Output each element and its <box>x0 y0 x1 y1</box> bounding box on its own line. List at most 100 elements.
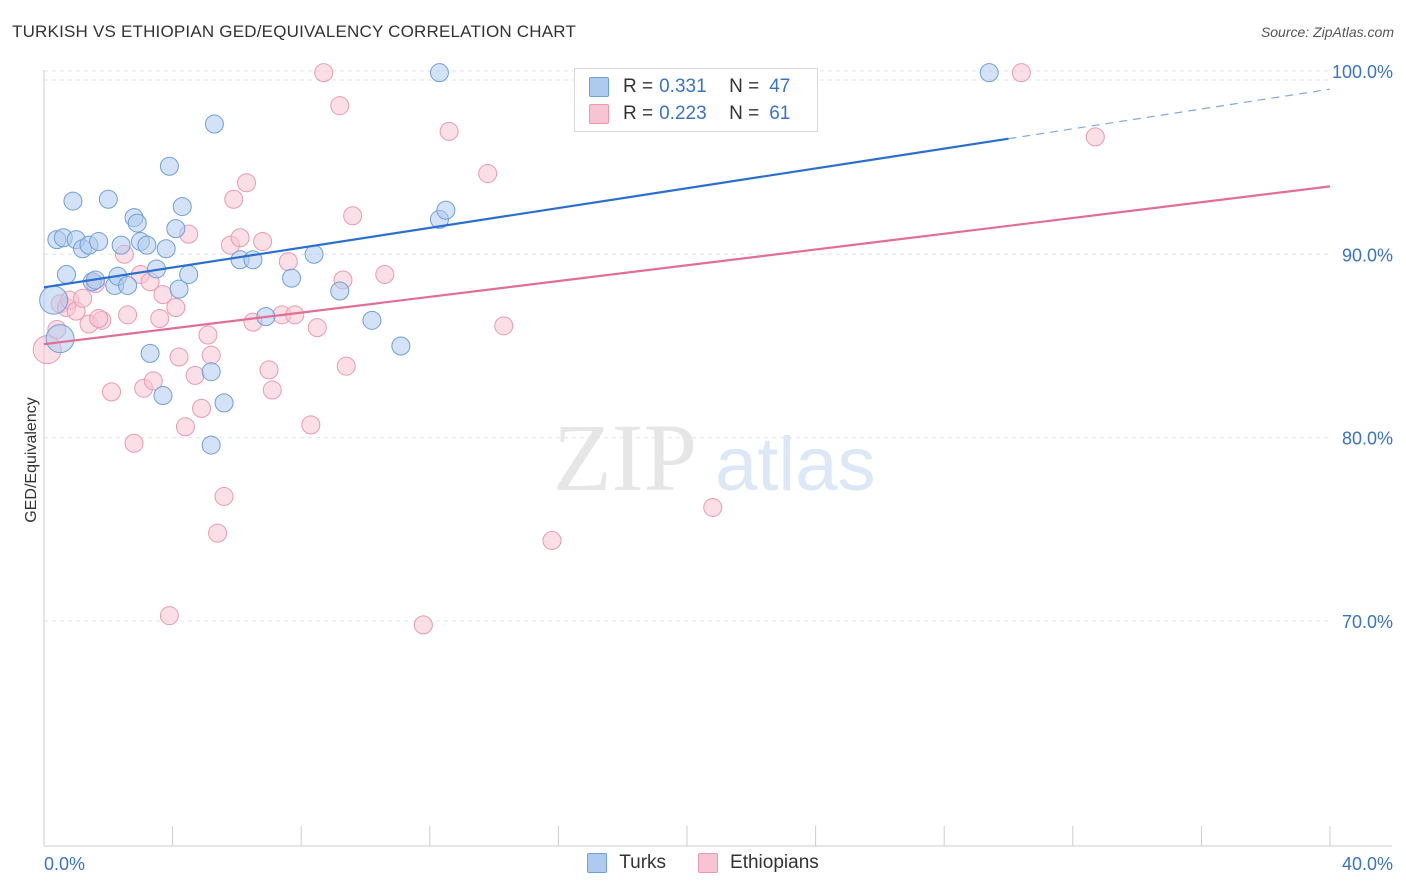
ethiopians-point <box>301 415 321 435</box>
points-layer <box>32 63 1105 635</box>
ethiopians-point <box>478 164 498 184</box>
turks-point <box>979 63 999 83</box>
ethiopians-point <box>159 606 179 626</box>
trend-layer <box>43 88 1331 346</box>
ethiopians-point <box>1011 63 1031 83</box>
legend-r-label: R = <box>623 103 654 124</box>
turks-point <box>118 275 138 295</box>
y-tick-label: 100.0% <box>1332 62 1393 82</box>
ethiopians-trend-line <box>43 185 1331 346</box>
turks-point <box>98 189 118 209</box>
ethiopians-point <box>169 347 189 367</box>
x-tick-label: 40.0% <box>1342 854 1393 874</box>
turks-point <box>304 244 324 264</box>
turks-point <box>282 268 302 288</box>
ethiopians-point <box>237 173 257 193</box>
turks-point <box>45 324 75 354</box>
turks-point <box>89 231 109 251</box>
turks-point <box>214 393 234 413</box>
turks-point <box>201 362 221 382</box>
series-legend-turks[interactable]: Turks <box>587 852 666 874</box>
ethiopians-point <box>150 308 170 328</box>
ethiopians-point <box>175 417 195 437</box>
turks-point <box>429 63 449 83</box>
turks-point <box>57 264 77 284</box>
ethiopians-point <box>1085 127 1105 147</box>
ethiopians-point <box>118 305 138 325</box>
ethiopians-point <box>259 360 279 380</box>
turks-point <box>436 200 456 220</box>
ethiopians-point <box>262 380 282 400</box>
ethiopians-point <box>703 497 723 517</box>
series-legend-ethiopians[interactable]: Ethiopians <box>698 852 819 874</box>
ethiopians-point <box>89 308 109 328</box>
ethiopians-point <box>314 63 334 83</box>
ethiopians-point <box>336 356 356 376</box>
turks-point <box>391 336 411 356</box>
turks-point <box>140 343 160 363</box>
ethiopians-point <box>208 523 228 543</box>
ethiopians-point <box>494 316 514 336</box>
x-tick-label: 0.0% <box>44 854 85 874</box>
chart-title: TURKISH VS ETHIOPIAN GED/EQUIVALENCY COR… <box>12 22 577 41</box>
ethiopians-point <box>73 288 93 308</box>
ethiopians-point <box>166 297 186 317</box>
turks-point <box>153 386 173 406</box>
ethiopians-point <box>192 398 212 418</box>
legend-n-value: 47 <box>769 76 791 97</box>
ethiopians-point <box>230 228 250 248</box>
legend-r-value: 0.331 <box>659 76 707 97</box>
ethiopians-point <box>343 206 363 226</box>
ethiopians-point <box>198 325 218 345</box>
y-axis-label: GED/Equivalency <box>23 397 40 522</box>
ethiopians-point <box>439 121 459 141</box>
turks-point <box>179 264 199 284</box>
series-swatch-turks <box>587 853 608 873</box>
legend-n-label: N = <box>729 103 760 124</box>
ethiopians-point <box>124 433 144 453</box>
ethiopians-point <box>307 318 327 338</box>
legend-r-value: 0.223 <box>659 103 707 124</box>
turks-point <box>330 281 350 301</box>
legend-n-label: N = <box>729 76 760 97</box>
turks-trend-line <box>43 137 1009 289</box>
series-swatch-ethiopians <box>698 853 719 873</box>
turks-point <box>137 235 157 255</box>
ethiopians-point <box>253 231 273 251</box>
ethiopians-point <box>102 382 122 402</box>
grid-layer <box>44 70 1330 622</box>
turks-point <box>204 114 224 134</box>
legend-row-ethiopians: R = 0.223 N = 61 <box>589 103 790 125</box>
ethiopians-point <box>542 530 562 550</box>
chart-source: Source: ZipAtlas.com <box>1260 24 1394 40</box>
turks-point <box>172 197 192 217</box>
ethiopians-point <box>413 615 433 635</box>
stats-legend: R = 0.331 N = 47 R = 0.223 N = 61 <box>574 68 818 132</box>
turks-point <box>169 279 189 299</box>
ethiopians-point <box>375 264 395 284</box>
labels-layer: 70.0% 80.0% 90.0% 100.0% 0.0% 40.0% GED/Equiva… <box>23 62 1393 874</box>
legend-r-label: R = <box>623 76 654 97</box>
turks-point <box>362 310 382 330</box>
turks-point <box>111 235 131 255</box>
legend-n-value: 61 <box>769 103 791 124</box>
turks-point <box>156 239 176 259</box>
legend-swatch-turks <box>589 77 609 97</box>
turks-point <box>63 191 83 211</box>
series-label-ethiopians: Ethiopians <box>730 852 819 873</box>
turks-point <box>159 156 179 176</box>
ethiopians-point <box>185 365 205 385</box>
ethiopians-point <box>330 96 350 116</box>
watermark-atlas: atlas <box>715 422 876 507</box>
ethiopians-point <box>143 371 163 391</box>
ethiopians-point <box>224 189 244 209</box>
watermark: ZIP atlas <box>553 404 876 511</box>
ethiopians-point <box>214 486 234 506</box>
legend-swatch-ethiopians <box>589 104 609 124</box>
ethiopians-point <box>278 252 298 272</box>
y-tick-label: 90.0% <box>1342 245 1393 265</box>
y-tick-label: 70.0% <box>1342 612 1393 632</box>
axes-layer <box>43 70 1392 847</box>
series-legend: Turks Ethiopians <box>0 852 1406 874</box>
